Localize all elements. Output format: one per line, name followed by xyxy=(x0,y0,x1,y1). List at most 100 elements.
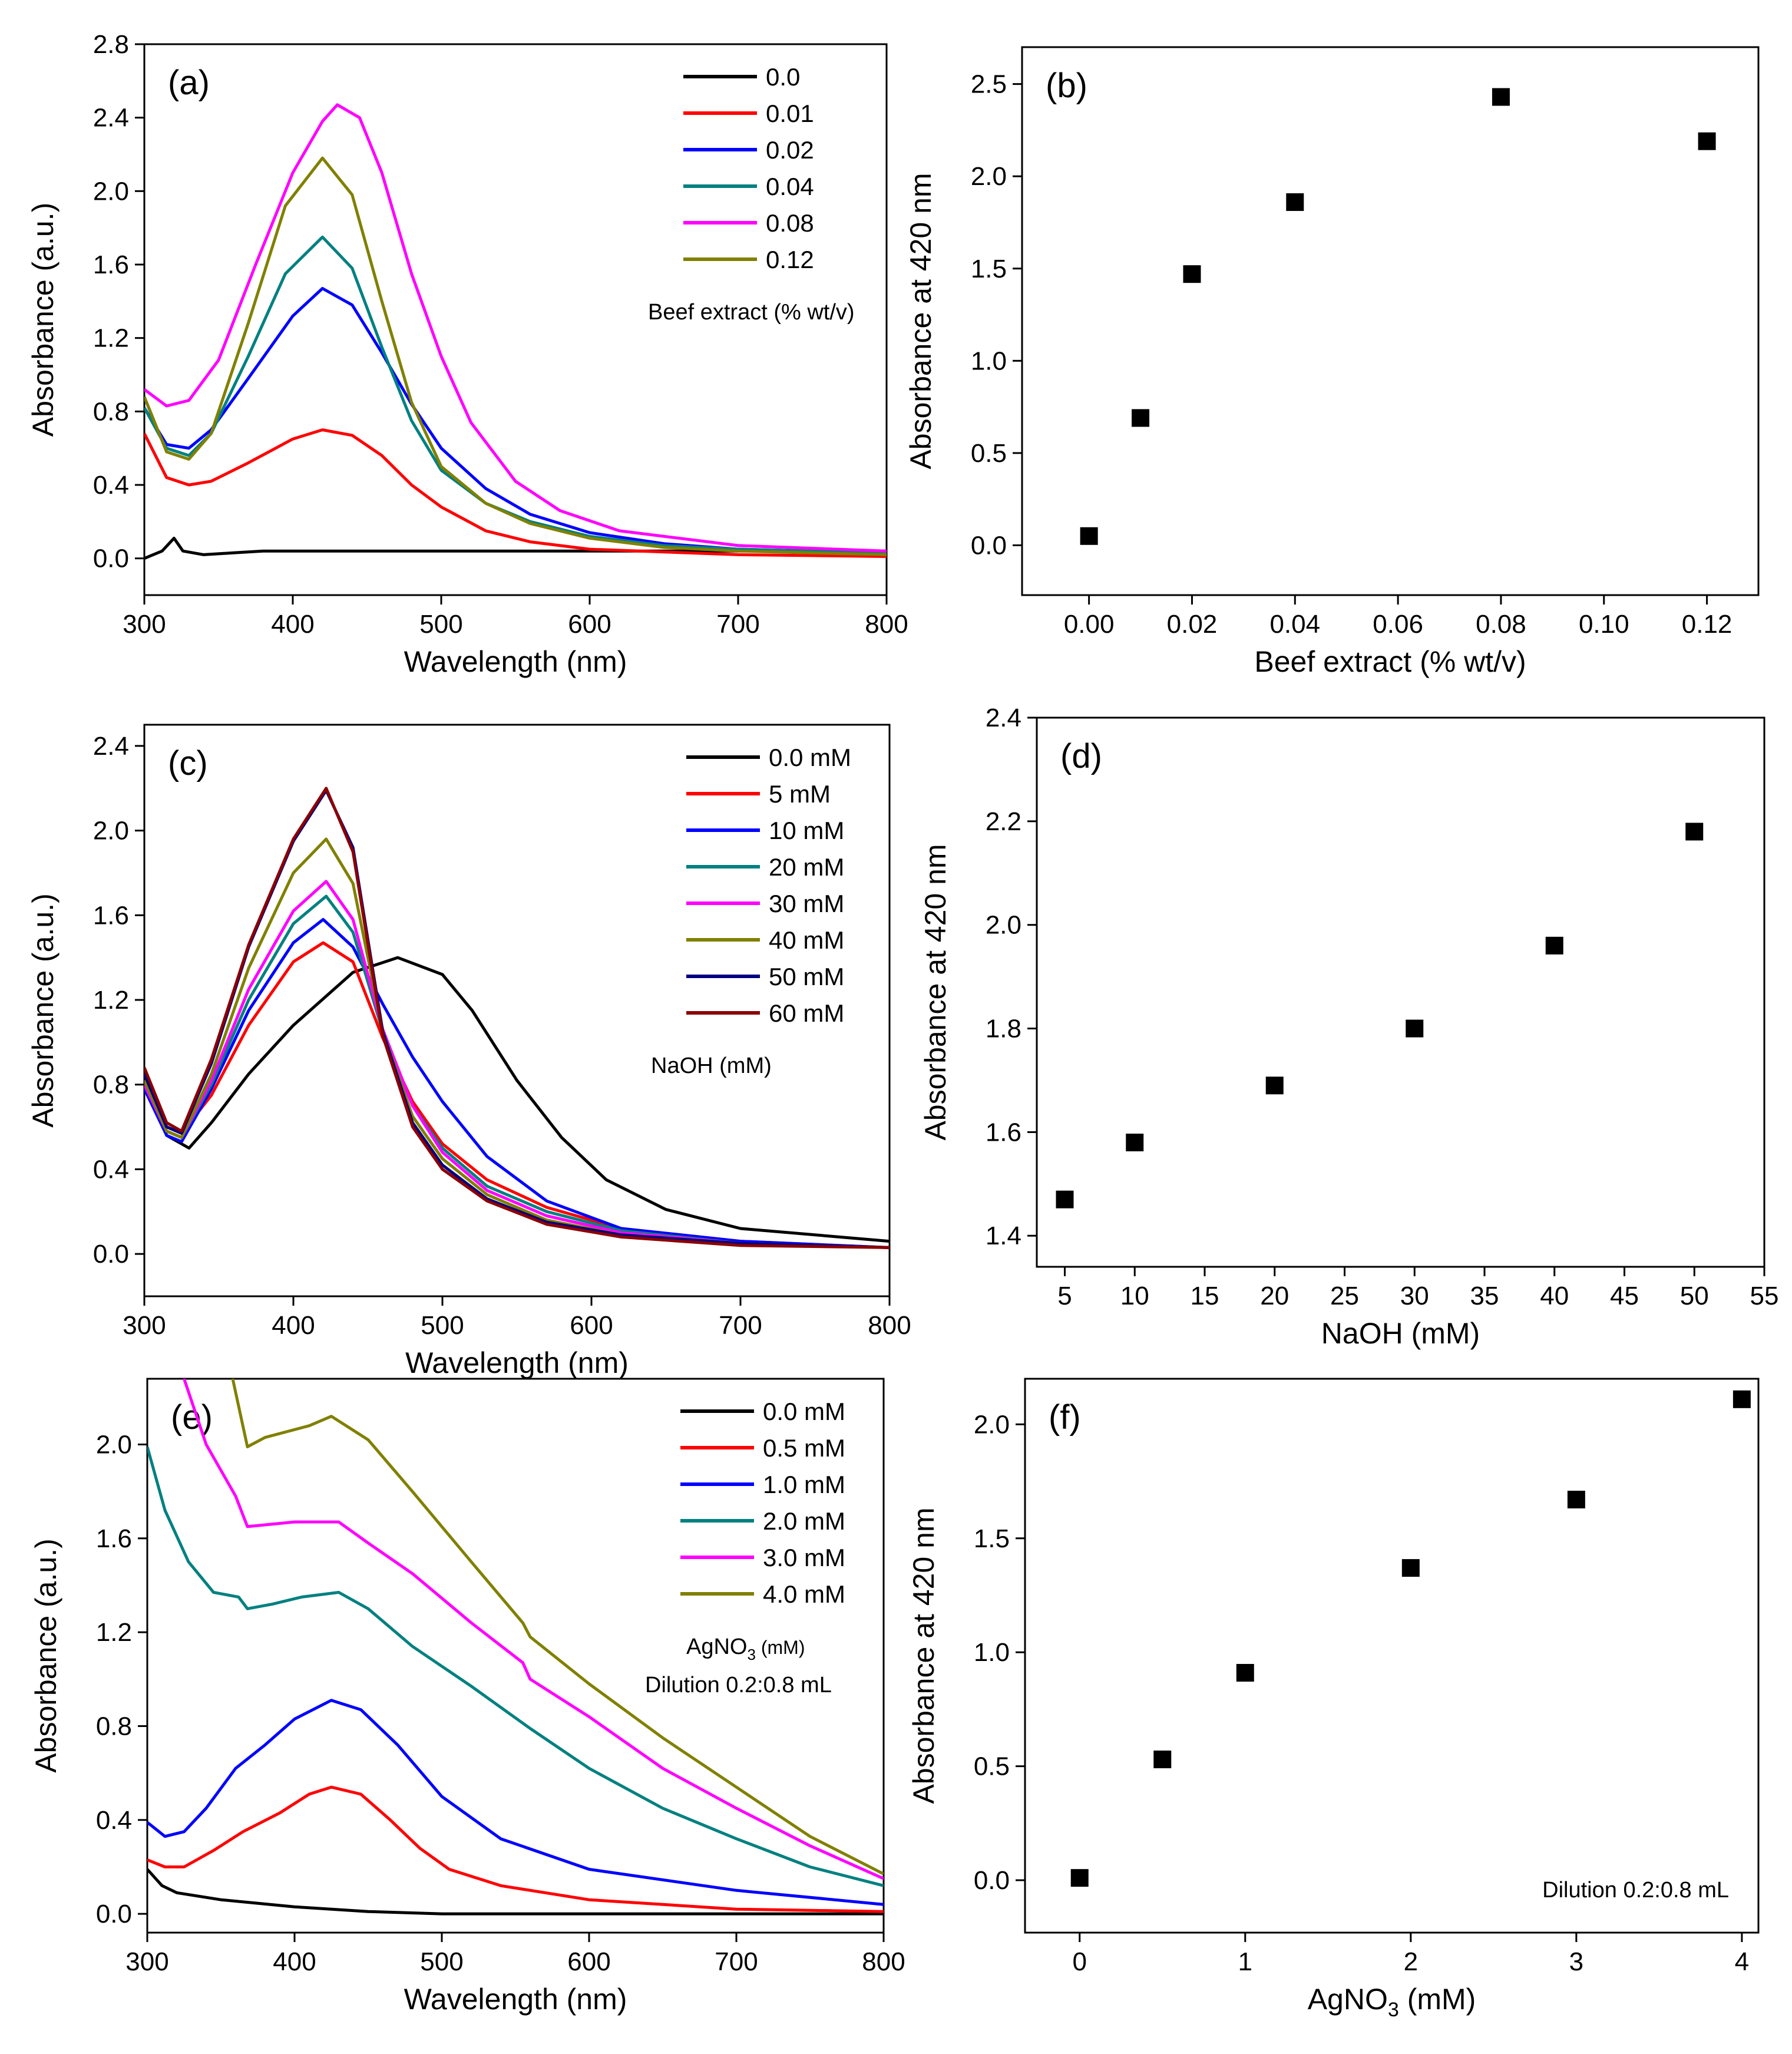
y-axis-label: Absorbance (a.u.) xyxy=(27,203,59,437)
x-tick-label: 600 xyxy=(568,610,611,639)
legend-label: 0.08 xyxy=(766,209,814,237)
x-tick-label: 25 xyxy=(1330,1282,1359,1310)
data-point xyxy=(1183,265,1201,283)
y-axis-label: Absorbance (a.u.) xyxy=(29,1538,62,1772)
series-line-3.0-mM xyxy=(183,1379,884,1880)
x-tick-label: 20 xyxy=(1260,1282,1289,1310)
series-line-0.5-mM xyxy=(147,1785,884,1913)
legend-label: 60 mM xyxy=(769,999,844,1027)
data-point xyxy=(1406,1019,1424,1038)
y-tick-label: 2.0 xyxy=(93,177,129,206)
legend-label: 0.01 xyxy=(766,100,814,127)
series-group xyxy=(144,103,887,560)
legend-title: AgNO3 (mM) xyxy=(686,1634,805,1663)
y-tick-label: 0.0 xyxy=(96,1900,132,1928)
x-tick-label: 50 xyxy=(1680,1282,1709,1310)
panel-label: (b) xyxy=(1046,67,1087,105)
x-tick-label: 0.02 xyxy=(1167,610,1218,639)
legend-label: 0.5 mM xyxy=(763,1434,845,1462)
y-tick-label: 0.8 xyxy=(93,397,129,426)
legend: 0.0 mM 0.5 mM 1.0 mM 2.0 mM 3.0 mM 4.0 mM AgNO… xyxy=(645,1398,845,1698)
y-tick-label: 1.2 xyxy=(96,1618,132,1647)
x-tick-label: 4 xyxy=(1735,1947,1749,1976)
series-line-0.02 xyxy=(144,287,887,554)
x-tick-label: 600 xyxy=(570,1311,613,1340)
y-axis-label: Absorbance at 420 nm xyxy=(919,844,952,1140)
x-tick-label: 3 xyxy=(1569,1947,1583,1976)
x-tick-label: 15 xyxy=(1191,1282,1219,1310)
series-group xyxy=(144,787,890,1249)
y-tick-label: 0.0 xyxy=(93,544,129,573)
y-tick-label: 1.2 xyxy=(93,324,129,353)
y-axis-label: Absorbance (a.u.) xyxy=(27,893,59,1127)
legend-label: 1.0 mM xyxy=(763,1471,845,1498)
x-axis-label: Wavelength (nm) xyxy=(405,1346,629,1379)
data-point xyxy=(1492,88,1510,106)
plot-frame xyxy=(146,1378,885,1934)
annotation: Dilution 0.2:0.8 mL xyxy=(645,1673,832,1698)
x-tick-label: 2 xyxy=(1404,1947,1418,1976)
x-tick-label: 800 xyxy=(862,1947,905,1976)
y-tick-label: 2.4 xyxy=(93,732,129,761)
x-tick-label: 600 xyxy=(567,1947,610,1976)
legend-label: 0.12 xyxy=(766,246,814,273)
data-point xyxy=(1126,1133,1144,1151)
x-tick-label: 10 xyxy=(1120,1282,1149,1310)
y-tick-label: 1.6 xyxy=(93,901,129,930)
panel-b: 0.00 0.02 0.04 0.06 0.08 0.10 0.12 0.0 0.5 1.0 1.5… xyxy=(904,46,1760,678)
data-point xyxy=(1070,1869,1089,1887)
x-axis-label: AgNO3 (mM) xyxy=(1308,1983,1476,2021)
x-tick-label: 300 xyxy=(123,610,166,639)
x-axis-label: Wavelength (nm) xyxy=(404,1983,627,2016)
data-point xyxy=(1286,193,1304,212)
data-point xyxy=(1080,527,1098,545)
x-tick-label: 500 xyxy=(419,610,462,639)
x-tick-label: 300 xyxy=(125,1947,168,1976)
x-tick-label: 0.12 xyxy=(1682,610,1733,639)
y-tick-label: 0.5 xyxy=(974,1752,1010,1781)
y-tick-label: 2.4 xyxy=(93,104,129,133)
panel-a: 300 400 500 600 700 800 0.0 0.4 0.8 1.2 1.6 2.0 2.4 2… xyxy=(27,30,908,678)
y-tick-label: 0.0 xyxy=(93,1240,129,1269)
y-axis-label: Absorbance at 420 nm xyxy=(907,1507,940,1804)
legend: 0.0 mM 5 mM 10 mM 20 mM 30 mM 40 mM 50 mM 60 mM… xyxy=(651,744,851,1078)
x-tick-label: 700 xyxy=(716,610,759,639)
x-tick-label: 0.10 xyxy=(1579,610,1629,639)
x-tick-label: 400 xyxy=(271,610,314,639)
y-tick-label: 2.2 xyxy=(986,807,1021,836)
legend-title-tail: (mM) xyxy=(756,1637,805,1658)
plot-frame xyxy=(1024,1378,1760,1934)
annotation: Dilution 0.2:0.8 mL xyxy=(1542,1878,1729,1903)
series-line-0.08 xyxy=(144,103,887,553)
x-tick-label: 35 xyxy=(1470,1282,1499,1310)
y-tick-label: 1.5 xyxy=(974,1524,1010,1553)
series-line-0.12 xyxy=(144,156,887,556)
y-tick-label: 0.0 xyxy=(971,531,1007,560)
x-tick-label: 0.08 xyxy=(1476,610,1526,639)
y-tick-label: 2.0 xyxy=(971,162,1007,191)
x-axis-label-tail: (mM) xyxy=(1399,1983,1476,2016)
legend-label: 5 mM xyxy=(769,780,831,808)
legend-label: 50 mM xyxy=(769,963,844,990)
legend-label: 2.0 mM xyxy=(763,1507,845,1535)
data-point xyxy=(1685,823,1704,841)
plot-frame xyxy=(1036,716,1765,1268)
y-tick-label: 1.8 xyxy=(986,1015,1021,1043)
data-point xyxy=(1733,1390,1751,1408)
y-tick-label: 1.2 xyxy=(93,986,129,1015)
legend-label: 0.04 xyxy=(766,173,814,200)
y-tick-label: 2.0 xyxy=(974,1410,1010,1439)
legend-label: 3.0 mM xyxy=(763,1544,845,1571)
data-point xyxy=(1698,132,1716,150)
y-tick-label: 0.8 xyxy=(96,1712,132,1741)
legend-label: 10 mM xyxy=(769,817,844,844)
plot-frame xyxy=(143,43,888,596)
y-tick-label: 0.0 xyxy=(974,1866,1010,1895)
x-tick-label: 500 xyxy=(421,1311,464,1340)
y-tick-label: 1.5 xyxy=(971,255,1007,283)
x-tick-label: 800 xyxy=(868,1311,911,1340)
legend-label: 0.02 xyxy=(766,136,814,164)
panel-label: (c) xyxy=(168,744,208,782)
data-point xyxy=(1153,1751,1172,1769)
